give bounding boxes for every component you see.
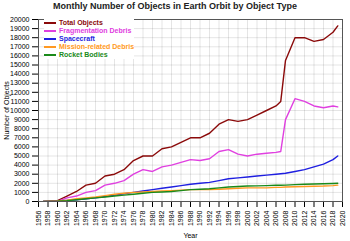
svg-text:1992: 1992 <box>206 210 213 226</box>
svg-text:7000: 7000 <box>14 134 30 141</box>
svg-text:2006: 2006 <box>272 210 279 226</box>
svg-text:2008: 2008 <box>282 210 289 226</box>
svg-text:9000: 9000 <box>14 116 30 123</box>
svg-text:8000: 8000 <box>14 125 30 132</box>
svg-text:1974: 1974 <box>120 210 127 226</box>
svg-text:3000: 3000 <box>14 170 30 177</box>
html-text:Total Objects: Total Objects <box>59 19 103 26</box>
svg-text:1990: 1990 <box>196 210 203 226</box>
svg-text:1958: 1958 <box>44 210 51 226</box>
html-text:Monthly Number of Objects in E: Monthly Number of Objects in Earth Orbit… <box>53 1 297 11</box>
svg-text:1970: 1970 <box>101 210 108 226</box>
svg-text:Year: Year <box>183 232 198 239</box>
svg-text:2010: 2010 <box>291 210 298 226</box>
svg-text:2018: 2018 <box>329 210 336 226</box>
svg-text:1980: 1980 <box>149 210 156 226</box>
svg-text:17000: 17000 <box>10 43 30 50</box>
svg-text:2020: 2020 <box>339 210 346 226</box>
svg-text:1982: 1982 <box>158 210 165 226</box>
svg-text:11000: 11000 <box>11 98 30 105</box>
svg-text:1964: 1964 <box>73 210 80 226</box>
svg-text:14000: 14000 <box>10 70 30 77</box>
svg-text:15000: 15000 <box>10 61 30 68</box>
svg-text:1998: 1998 <box>234 210 241 226</box>
svg-text:1968: 1968 <box>92 210 99 226</box>
svg-text:20000: 20000 <box>10 16 30 23</box>
svg-text:1996: 1996 <box>225 210 232 226</box>
svg-text:1962: 1962 <box>63 210 70 226</box>
html-text:Spacecraft: Spacecraft <box>59 35 95 42</box>
svg-text:1956: 1956 <box>35 210 42 226</box>
svg-text:1994: 1994 <box>215 210 222 226</box>
svg-text:16000: 16000 <box>10 52 30 59</box>
svg-text:1986: 1986 <box>177 210 184 226</box>
html-text:Rocket Bodies: Rocket Bodies <box>59 51 108 58</box>
svg-text:1960: 1960 <box>54 210 61 226</box>
svg-text:1984: 1984 <box>168 210 175 226</box>
svg-text:4000: 4000 <box>14 161 30 168</box>
svg-text:2000: 2000 <box>244 210 251 226</box>
svg-text:6000: 6000 <box>14 143 30 150</box>
svg-text:10000: 10000 <box>10 107 30 114</box>
svg-text:1966: 1966 <box>82 210 89 226</box>
svg-text:1978: 1978 <box>139 210 146 226</box>
svg-text:Number of Objects: Number of Objects <box>3 81 11 140</box>
svg-text:1972: 1972 <box>111 210 118 226</box>
svg-text:2012: 2012 <box>301 210 308 226</box>
svg-text:13000: 13000 <box>10 79 30 86</box>
svg-text:0: 0 <box>26 198 30 205</box>
svg-text:19000: 19000 <box>10 25 30 32</box>
svg-text:2004: 2004 <box>263 210 270 226</box>
svg-text:2016: 2016 <box>320 210 327 226</box>
svg-text:12000: 12000 <box>10 89 30 96</box>
svg-text:2002: 2002 <box>253 210 260 226</box>
svg-text:2014: 2014 <box>310 210 317 226</box>
svg-text:5000: 5000 <box>14 152 30 159</box>
svg-text:1988: 1988 <box>187 210 194 226</box>
html-text:Fragmentation Debris: Fragmentation Debris <box>59 27 132 34</box>
svg-text:2000: 2000 <box>14 180 30 187</box>
svg-text:1000: 1000 <box>14 189 30 196</box>
html-text:Mission-related Debris: Mission-related Debris <box>59 43 135 50</box>
svg-text:1976: 1976 <box>130 210 137 226</box>
svg-text:18000: 18000 <box>10 34 30 41</box>
